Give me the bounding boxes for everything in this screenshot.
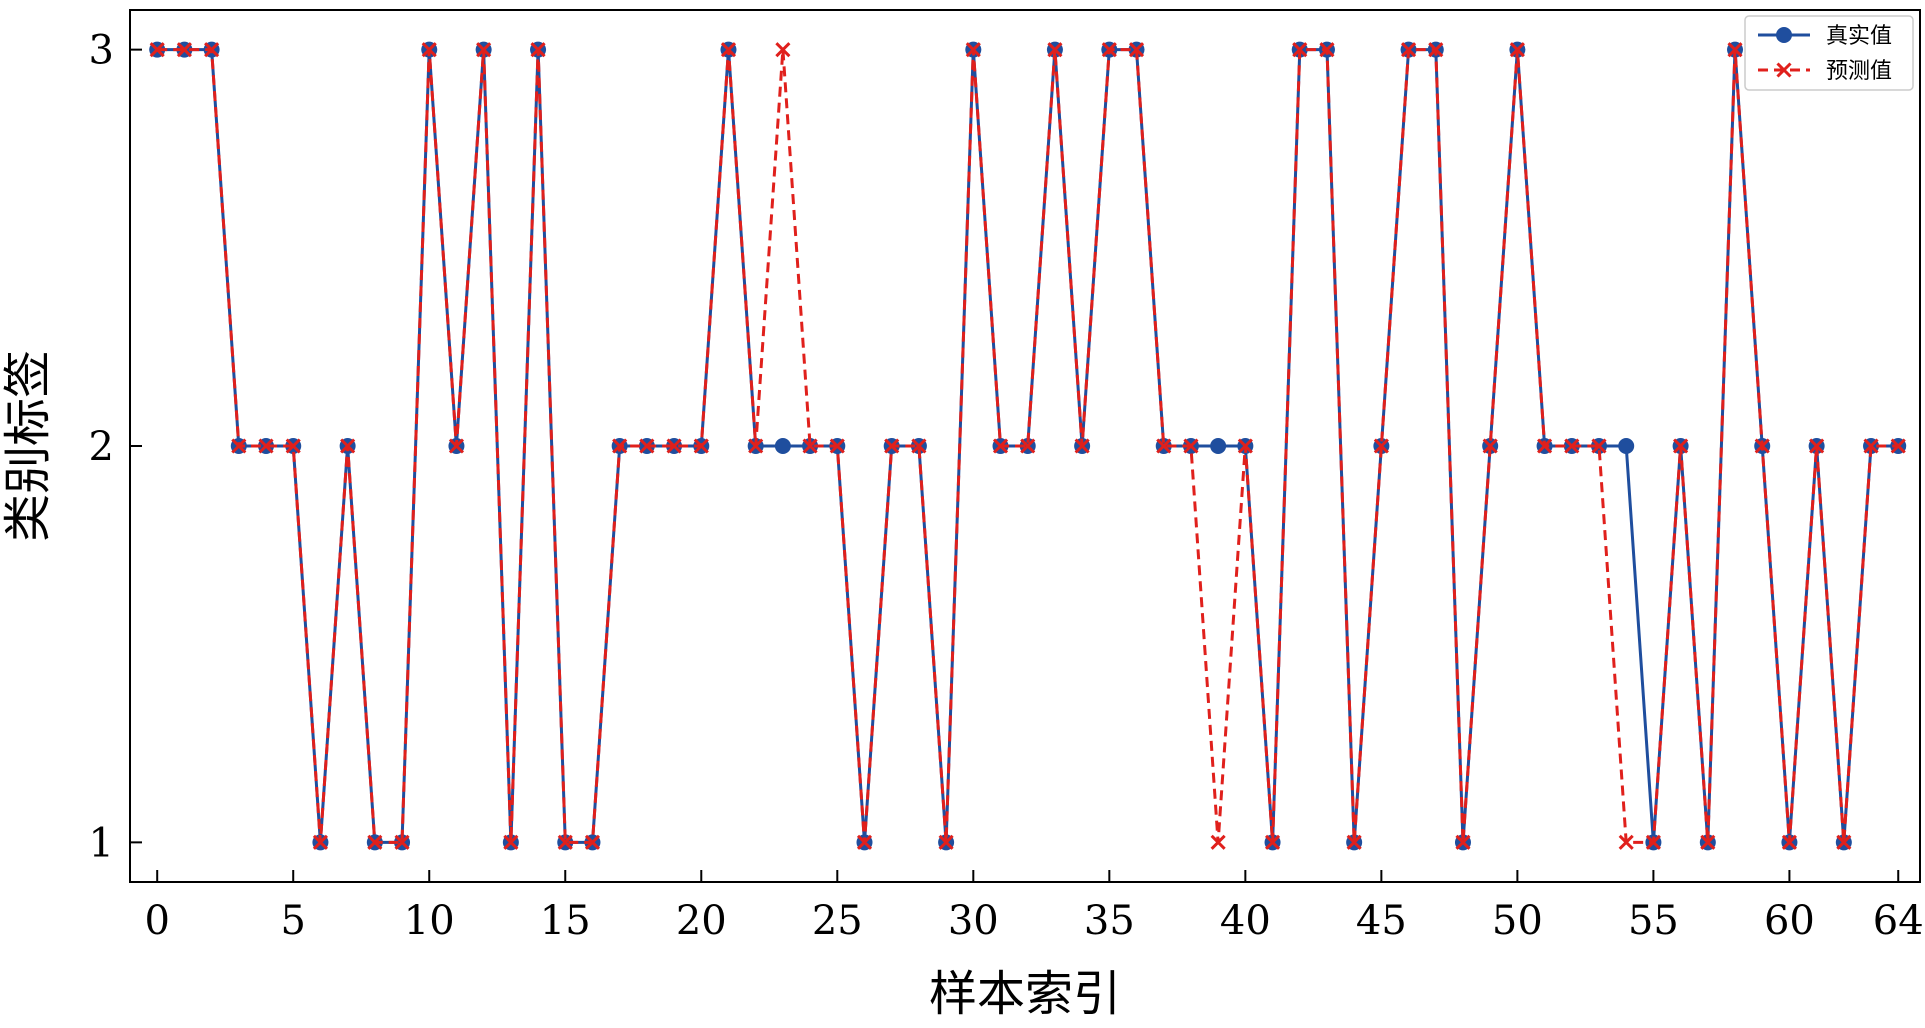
data-point: [1128, 42, 1145, 58]
data-point: [1264, 834, 1281, 850]
data-point: [1618, 438, 1635, 454]
data-point: [204, 42, 220, 58]
x-tick-label: 25: [812, 898, 863, 944]
x-tick-label: 30: [948, 898, 999, 944]
data-point: [774, 438, 791, 454]
x-tick-label: 20: [676, 898, 727, 944]
plot-marks: [149, 41, 1907, 851]
data-point: [1346, 834, 1362, 850]
data-point: [258, 438, 274, 454]
data-point: [476, 42, 492, 58]
x-tick-label: 40: [1220, 898, 1271, 944]
data-point: [312, 834, 328, 850]
data-point: [1292, 42, 1308, 58]
x-tick-label: 5: [280, 898, 305, 944]
data-point: [1319, 42, 1335, 58]
data-point: [938, 834, 954, 850]
data-point: [1455, 834, 1471, 850]
data-point: [340, 438, 356, 454]
data-point: [1564, 438, 1580, 454]
data-point: [285, 438, 301, 454]
data-point: [1047, 42, 1063, 58]
x-tick-label: 35: [1084, 898, 1135, 944]
x-tick-label: 55: [1628, 898, 1679, 944]
data-point: [1074, 438, 1090, 454]
data-point: [1509, 42, 1525, 58]
data-point: [666, 438, 682, 454]
data-point: [367, 834, 383, 850]
y-tick-label: 2: [89, 424, 114, 470]
data-point: [1591, 438, 1607, 454]
legend-label: 真实值: [1826, 24, 1892, 49]
data-point: [1863, 438, 1879, 454]
data-point: [1428, 42, 1444, 58]
data-point: [1237, 438, 1253, 454]
data-point: [149, 42, 165, 58]
data-point: [1890, 438, 1906, 454]
data-point: [530, 42, 546, 58]
data-point: [394, 834, 410, 850]
data-point: [1809, 438, 1825, 454]
data-point: [856, 834, 873, 850]
data-point: [1836, 834, 1852, 850]
x-tick-label: 64: [1873, 898, 1924, 944]
data-point: [693, 438, 709, 454]
x-tick-label: 0: [144, 898, 169, 944]
data-point: [231, 438, 247, 454]
data-point: [557, 834, 573, 850]
data-point: [503, 834, 519, 850]
data-point: [612, 438, 628, 454]
data-point: [1210, 834, 1226, 850]
y-tick-label: 1: [89, 820, 114, 866]
data-point: [1618, 834, 1634, 850]
data-point: [1645, 834, 1661, 850]
data-point: [802, 438, 818, 454]
data-point: [584, 834, 601, 850]
data-point: [1700, 834, 1716, 850]
data-point: [992, 438, 1009, 454]
x-tick-label: 15: [540, 898, 591, 944]
data-point: [1401, 42, 1417, 58]
data-point: [884, 438, 900, 454]
data-point: [1482, 438, 1498, 454]
y-tick-label: 3: [89, 28, 114, 74]
legend-marker: [1776, 62, 1792, 78]
data-point: [1727, 42, 1743, 58]
data-point: [421, 42, 437, 58]
legend-marker: [1776, 27, 1792, 43]
series-line-2: [157, 48, 1899, 844]
data-point: [829, 438, 845, 454]
x-tick-label: 10: [404, 898, 455, 944]
data-point: [639, 438, 655, 454]
data-point: [1781, 834, 1797, 850]
data-point: [1537, 438, 1553, 454]
legend-label: 预测值: [1826, 59, 1892, 84]
x-tick-label: 50: [1492, 898, 1543, 944]
y-axis-title: 类别标签: [0, 350, 56, 542]
data-point: [720, 42, 737, 58]
x-tick-label: 45: [1356, 898, 1407, 944]
data-point: [176, 42, 192, 58]
data-point: [1101, 42, 1117, 58]
x-axis: 0 5 10 15 20 25 30 35 40 45 50 55 60 64: [144, 870, 1924, 944]
y-axis: 1 2 3: [89, 28, 142, 866]
data-point: [1210, 438, 1227, 454]
data-point: [775, 42, 791, 58]
x-axis-title: 样本索引: [929, 966, 1121, 1022]
data-point: [1183, 438, 1199, 454]
data-point: [965, 42, 981, 58]
data-point: [911, 438, 927, 454]
data-point: [1156, 438, 1172, 454]
data-point: [448, 438, 465, 454]
data-point: [1373, 438, 1389, 454]
data-point: [1673, 438, 1689, 454]
data-point: [1754, 438, 1770, 454]
x-tick-label: 60: [1764, 898, 1815, 944]
data-point: [748, 438, 764, 454]
data-point: [1020, 438, 1036, 454]
